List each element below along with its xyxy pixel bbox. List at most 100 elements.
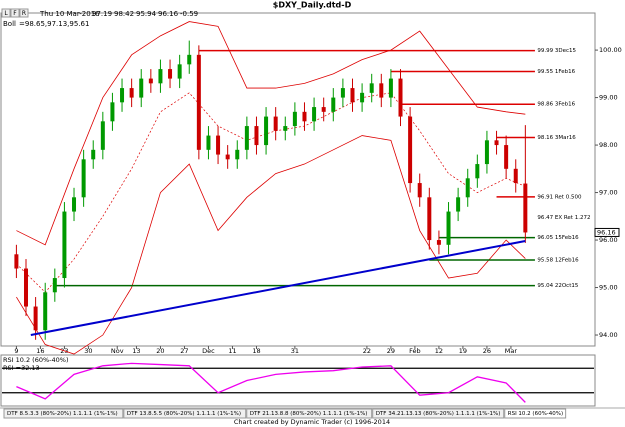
- candle-body: [24, 268, 29, 307]
- candle-body: [158, 69, 163, 84]
- x-tick-label: Feb: [409, 347, 421, 355]
- candle-body: [408, 116, 413, 184]
- candle-body: [52, 278, 57, 293]
- header-value: 97.19: [92, 10, 112, 18]
- x-tick-label: 11: [228, 347, 236, 355]
- candle-body: [292, 111, 297, 127]
- candle-body: [129, 88, 134, 98]
- tab[interactable]: [372, 408, 505, 419]
- level-label: 99.55 1Feb16: [537, 69, 575, 75]
- candle-body: [494, 140, 499, 146]
- y-tick-label: 96.00: [599, 236, 618, 244]
- tab[interactable]: [123, 408, 247, 419]
- x-tick-label: 9: [14, 347, 18, 355]
- candle-body: [283, 126, 288, 131]
- candle-body: [264, 116, 269, 146]
- x-tick-label: 12: [435, 347, 443, 355]
- candle-body: [475, 164, 480, 179]
- tab-label: DTF 21.13.8.8 (80%-20%) 1.1.1.1 (1%-1%): [250, 411, 368, 417]
- toolbar-button[interactable]: [1, 8, 11, 18]
- x-tick-label: 26: [483, 347, 491, 355]
- candle-body: [254, 126, 259, 146]
- level-label: 98.86 3Feb16: [537, 102, 575, 108]
- candle-body: [225, 154, 230, 160]
- y-tick-label: 100.00: [599, 46, 622, 54]
- rsi-line: [16, 362, 526, 403]
- x-tick-label: 19: [459, 347, 467, 355]
- candle-body: [196, 54, 201, 150]
- level-label: 95.04 22Oct15: [537, 283, 579, 289]
- toolbar-button-label: L: [4, 10, 8, 17]
- candle-body: [360, 92, 365, 103]
- x-tick-label: Nov: [111, 347, 124, 355]
- x-tick-label: Dec: [202, 347, 215, 355]
- y-tick-label: 97.00: [599, 189, 618, 197]
- level-label: 98.16 3Mar16: [537, 135, 576, 141]
- candle-body: [369, 83, 374, 93]
- x-tick-label: 18: [252, 347, 260, 355]
- candle-body: [312, 107, 317, 122]
- header-value: Thu 10 Mar-2016: [39, 10, 100, 18]
- candle-body: [427, 197, 432, 241]
- boll-values: =98.65,97.13,95.61: [19, 20, 89, 28]
- tab[interactable]: [504, 408, 567, 419]
- header-value: 98.42: [114, 10, 134, 18]
- header-value: 95.94: [136, 10, 157, 18]
- candle-body: [273, 116, 278, 131]
- candle-body: [465, 178, 470, 198]
- level-label: 95.58 12Feb16: [537, 257, 579, 263]
- candle-body: [177, 64, 182, 79]
- y-tick-label: 98.00: [599, 141, 618, 149]
- candle-body: [148, 78, 153, 84]
- toolbar-button-label: R: [22, 10, 26, 17]
- tab[interactable]: [3, 408, 124, 419]
- x-tick-label: 27: [180, 347, 188, 355]
- candle-body: [523, 183, 528, 233]
- toolbar-button[interactable]: [19, 8, 29, 18]
- level-label: 96.47 EX Ret 1.272: [537, 215, 590, 221]
- footer: Chart created by Dynamic Trader (c) 1996…: [234, 418, 390, 426]
- header-value: -0.59: [180, 10, 198, 18]
- candle-body: [43, 292, 48, 331]
- y-tick-label: 99.00: [599, 94, 618, 102]
- x-tick-label: 13: [132, 347, 140, 355]
- tab-label: RSI 10.2 (60%-40%): [508, 411, 563, 417]
- x-tick-label: 29: [387, 347, 395, 355]
- candle-body: [302, 111, 307, 122]
- boll-name: Boll: [3, 20, 16, 28]
- candle-body: [388, 78, 393, 98]
- x-tick-label: 16: [36, 347, 44, 355]
- rsi-panel: [0, 354, 596, 407]
- price-panel: [0, 12, 596, 347]
- tab-label: DTF 8.5.3.3 (80%-20%) 1.1.1.1 (1%-1%): [7, 411, 118, 417]
- x-tick-label: 20: [156, 347, 164, 355]
- tab-label: DTF 34.21.13.13 (80%-20%) 1.1.1.1 (1%-1%…: [376, 411, 501, 417]
- trendline: [30, 240, 526, 337]
- tab-label: DTF 13.8.5.5 (80%-20%) 1.1.1.1 (1%-1%): [127, 411, 241, 417]
- x-tick-label: 22: [363, 347, 371, 355]
- x-tick-label: 30: [84, 347, 92, 355]
- header-value: 96.16: [158, 10, 179, 18]
- y-tick-label: 94.00: [599, 331, 618, 339]
- candle-body: [446, 211, 451, 245]
- candle-body: [321, 107, 326, 112]
- candle-body: [350, 88, 355, 103]
- toolbar-button[interactable]: [10, 8, 20, 18]
- candle-body: [398, 78, 403, 117]
- tab[interactable]: [246, 408, 373, 419]
- candle-body: [379, 83, 384, 98]
- candle-body: [244, 126, 249, 150]
- candle-body: [91, 149, 96, 160]
- candle-body: [504, 145, 509, 169]
- last-price-box: [594, 227, 620, 237]
- level-label: 99.99 3Dec15: [537, 48, 576, 54]
- candle-body: [100, 121, 105, 150]
- candle-body: [340, 88, 345, 98]
- y-tick-label: 95.00: [599, 284, 618, 292]
- chart-title: $DXY_Daily.dtd-D: [273, 1, 352, 10]
- candle-body: [513, 168, 518, 184]
- candle-body: [216, 135, 221, 155]
- candle-body: [62, 211, 67, 279]
